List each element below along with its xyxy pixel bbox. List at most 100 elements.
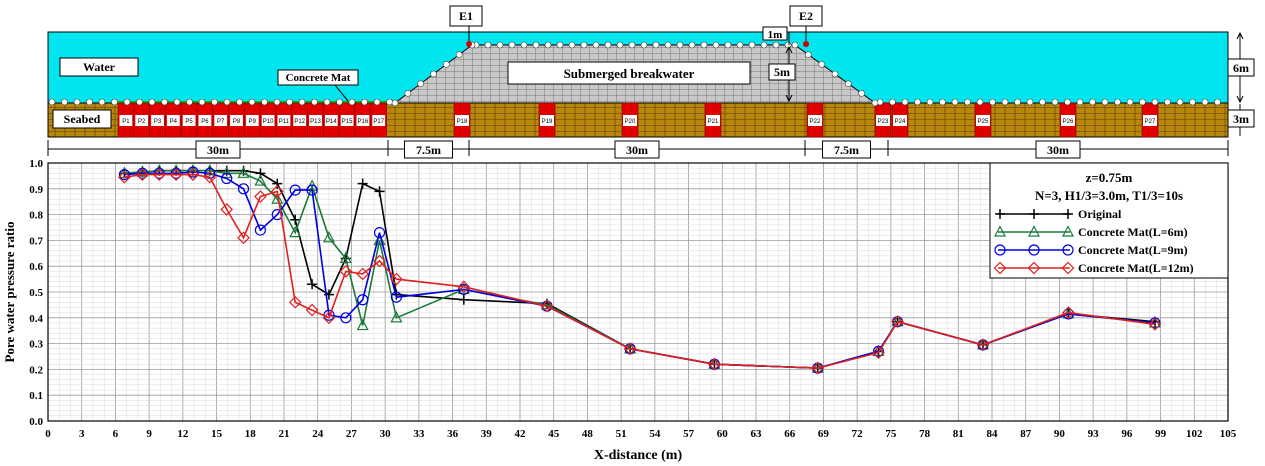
legend-box — [989, 162, 1229, 279]
surface-marker — [311, 98, 318, 106]
probe-box — [135, 115, 149, 126]
surface-marker — [508, 41, 516, 49]
y-tick-label: 0.6 — [29, 261, 43, 273]
y-tick-label: 0.3 — [29, 339, 43, 351]
x-tick-label: 60 — [717, 428, 729, 440]
data-point — [270, 185, 284, 198]
span-label: 30m — [207, 143, 229, 157]
data-point — [203, 170, 217, 184]
probe-box — [277, 115, 291, 126]
y-tick-label: 0.4 — [29, 313, 43, 325]
x-tick-label: 87 — [1020, 428, 1032, 440]
data-point — [1062, 306, 1075, 319]
gauge-e2-label: E2 — [799, 9, 813, 23]
data-point — [390, 272, 403, 286]
series-3 — [118, 168, 1162, 375]
x-tick-label: 48 — [582, 428, 594, 440]
surface-marker — [198, 98, 206, 106]
data-point — [708, 357, 721, 371]
surface-marker — [336, 98, 343, 106]
probe-box — [198, 115, 212, 126]
probe-cell: P18 — [453, 102, 471, 138]
surface-marker — [98, 98, 106, 106]
probe-box — [372, 115, 386, 126]
x-tick-label: 75 — [885, 428, 897, 440]
legend-swatch-marker — [1028, 225, 1040, 237]
x-tick-label: 3 — [79, 428, 85, 440]
data-point — [254, 190, 267, 203]
surface-marker — [186, 98, 193, 106]
surface-marker — [86, 98, 93, 106]
surface-marker — [484, 41, 492, 49]
x-axis-label: X-distance (m) — [594, 448, 683, 463]
legend-label: Concrete Mat(L=12m) — [1078, 261, 1194, 275]
probe-box — [893, 115, 907, 126]
legend-swatch-marker — [1062, 225, 1074, 237]
mat-cell: P14 — [323, 102, 340, 138]
probe-box — [808, 115, 822, 126]
breakwater-height-box — [768, 63, 796, 81]
y-tick-label: 0.0 — [29, 416, 43, 428]
surface-marker — [248, 98, 256, 106]
surface-marker — [443, 61, 450, 68]
data-point — [623, 342, 637, 356]
crest-depth-box — [762, 26, 788, 41]
data-point — [305, 303, 319, 317]
series-line — [124, 171, 1156, 369]
data-point — [339, 251, 352, 264]
span-box — [614, 140, 660, 159]
surface-marker — [223, 98, 231, 106]
legend-swatch-marker — [1029, 209, 1039, 219]
surface-marker — [48, 98, 56, 106]
data-point — [891, 315, 904, 329]
mat-cell: P7 — [212, 102, 229, 138]
x-tick-label: 33 — [413, 428, 425, 440]
legend-items: Original Concrete Mat(L=6m) Concrete Mat(L… — [993, 207, 1194, 275]
probe-box — [230, 115, 243, 126]
crest-depth-label: 1m — [768, 29, 783, 41]
data-point — [187, 166, 199, 178]
surface-marker — [373, 98, 381, 106]
x-tick-label: 18 — [245, 428, 257, 440]
probe-label: P2 — [138, 119, 146, 125]
y-tick-label: 0.9 — [29, 184, 43, 196]
probe-label: P17 — [373, 119, 384, 125]
data-point — [872, 346, 885, 359]
x-tick-label: 90 — [1054, 428, 1066, 440]
surface-marker — [211, 98, 218, 106]
span-box — [404, 140, 453, 159]
surface-marker — [148, 98, 156, 106]
probe-cell: P25 — [974, 102, 992, 138]
probe-box — [214, 115, 228, 126]
probe-box — [623, 115, 637, 126]
surface-marker — [889, 98, 896, 106]
probe-label: P25 — [978, 119, 989, 125]
mat-cell: P6 — [196, 102, 214, 138]
x-tick-label: 102 — [1186, 428, 1203, 440]
surface-marker — [951, 98, 959, 106]
data-point — [457, 282, 470, 295]
probe-box — [309, 115, 322, 126]
data-point — [458, 294, 469, 305]
depth-annotation: z=0.75m — [1086, 170, 1133, 185]
water-depth-label: 6m — [1233, 61, 1249, 75]
surface-marker — [640, 41, 648, 49]
gauge-e1-label: E1 — [459, 9, 473, 23]
breakwater-label: Submerged breakwater — [564, 66, 695, 81]
x-tick-label: 57 — [683, 428, 695, 440]
surface-marker — [1114, 98, 1121, 106]
span-label: 30m — [626, 143, 648, 157]
legend-label: Original — [1078, 207, 1122, 221]
probe-label: P18 — [457, 119, 468, 125]
probe-box — [340, 115, 354, 126]
legend-swatch-marker — [1028, 244, 1040, 256]
surface-marker — [818, 61, 825, 68]
mat-cell: P15 — [338, 102, 356, 138]
probe-label: P24 — [895, 119, 906, 125]
probe-label: P26 — [1063, 119, 1074, 125]
data-point — [357, 178, 368, 189]
y-tick-label: 1.0 — [29, 158, 43, 170]
surface-marker — [161, 98, 168, 106]
span-box — [195, 140, 241, 159]
